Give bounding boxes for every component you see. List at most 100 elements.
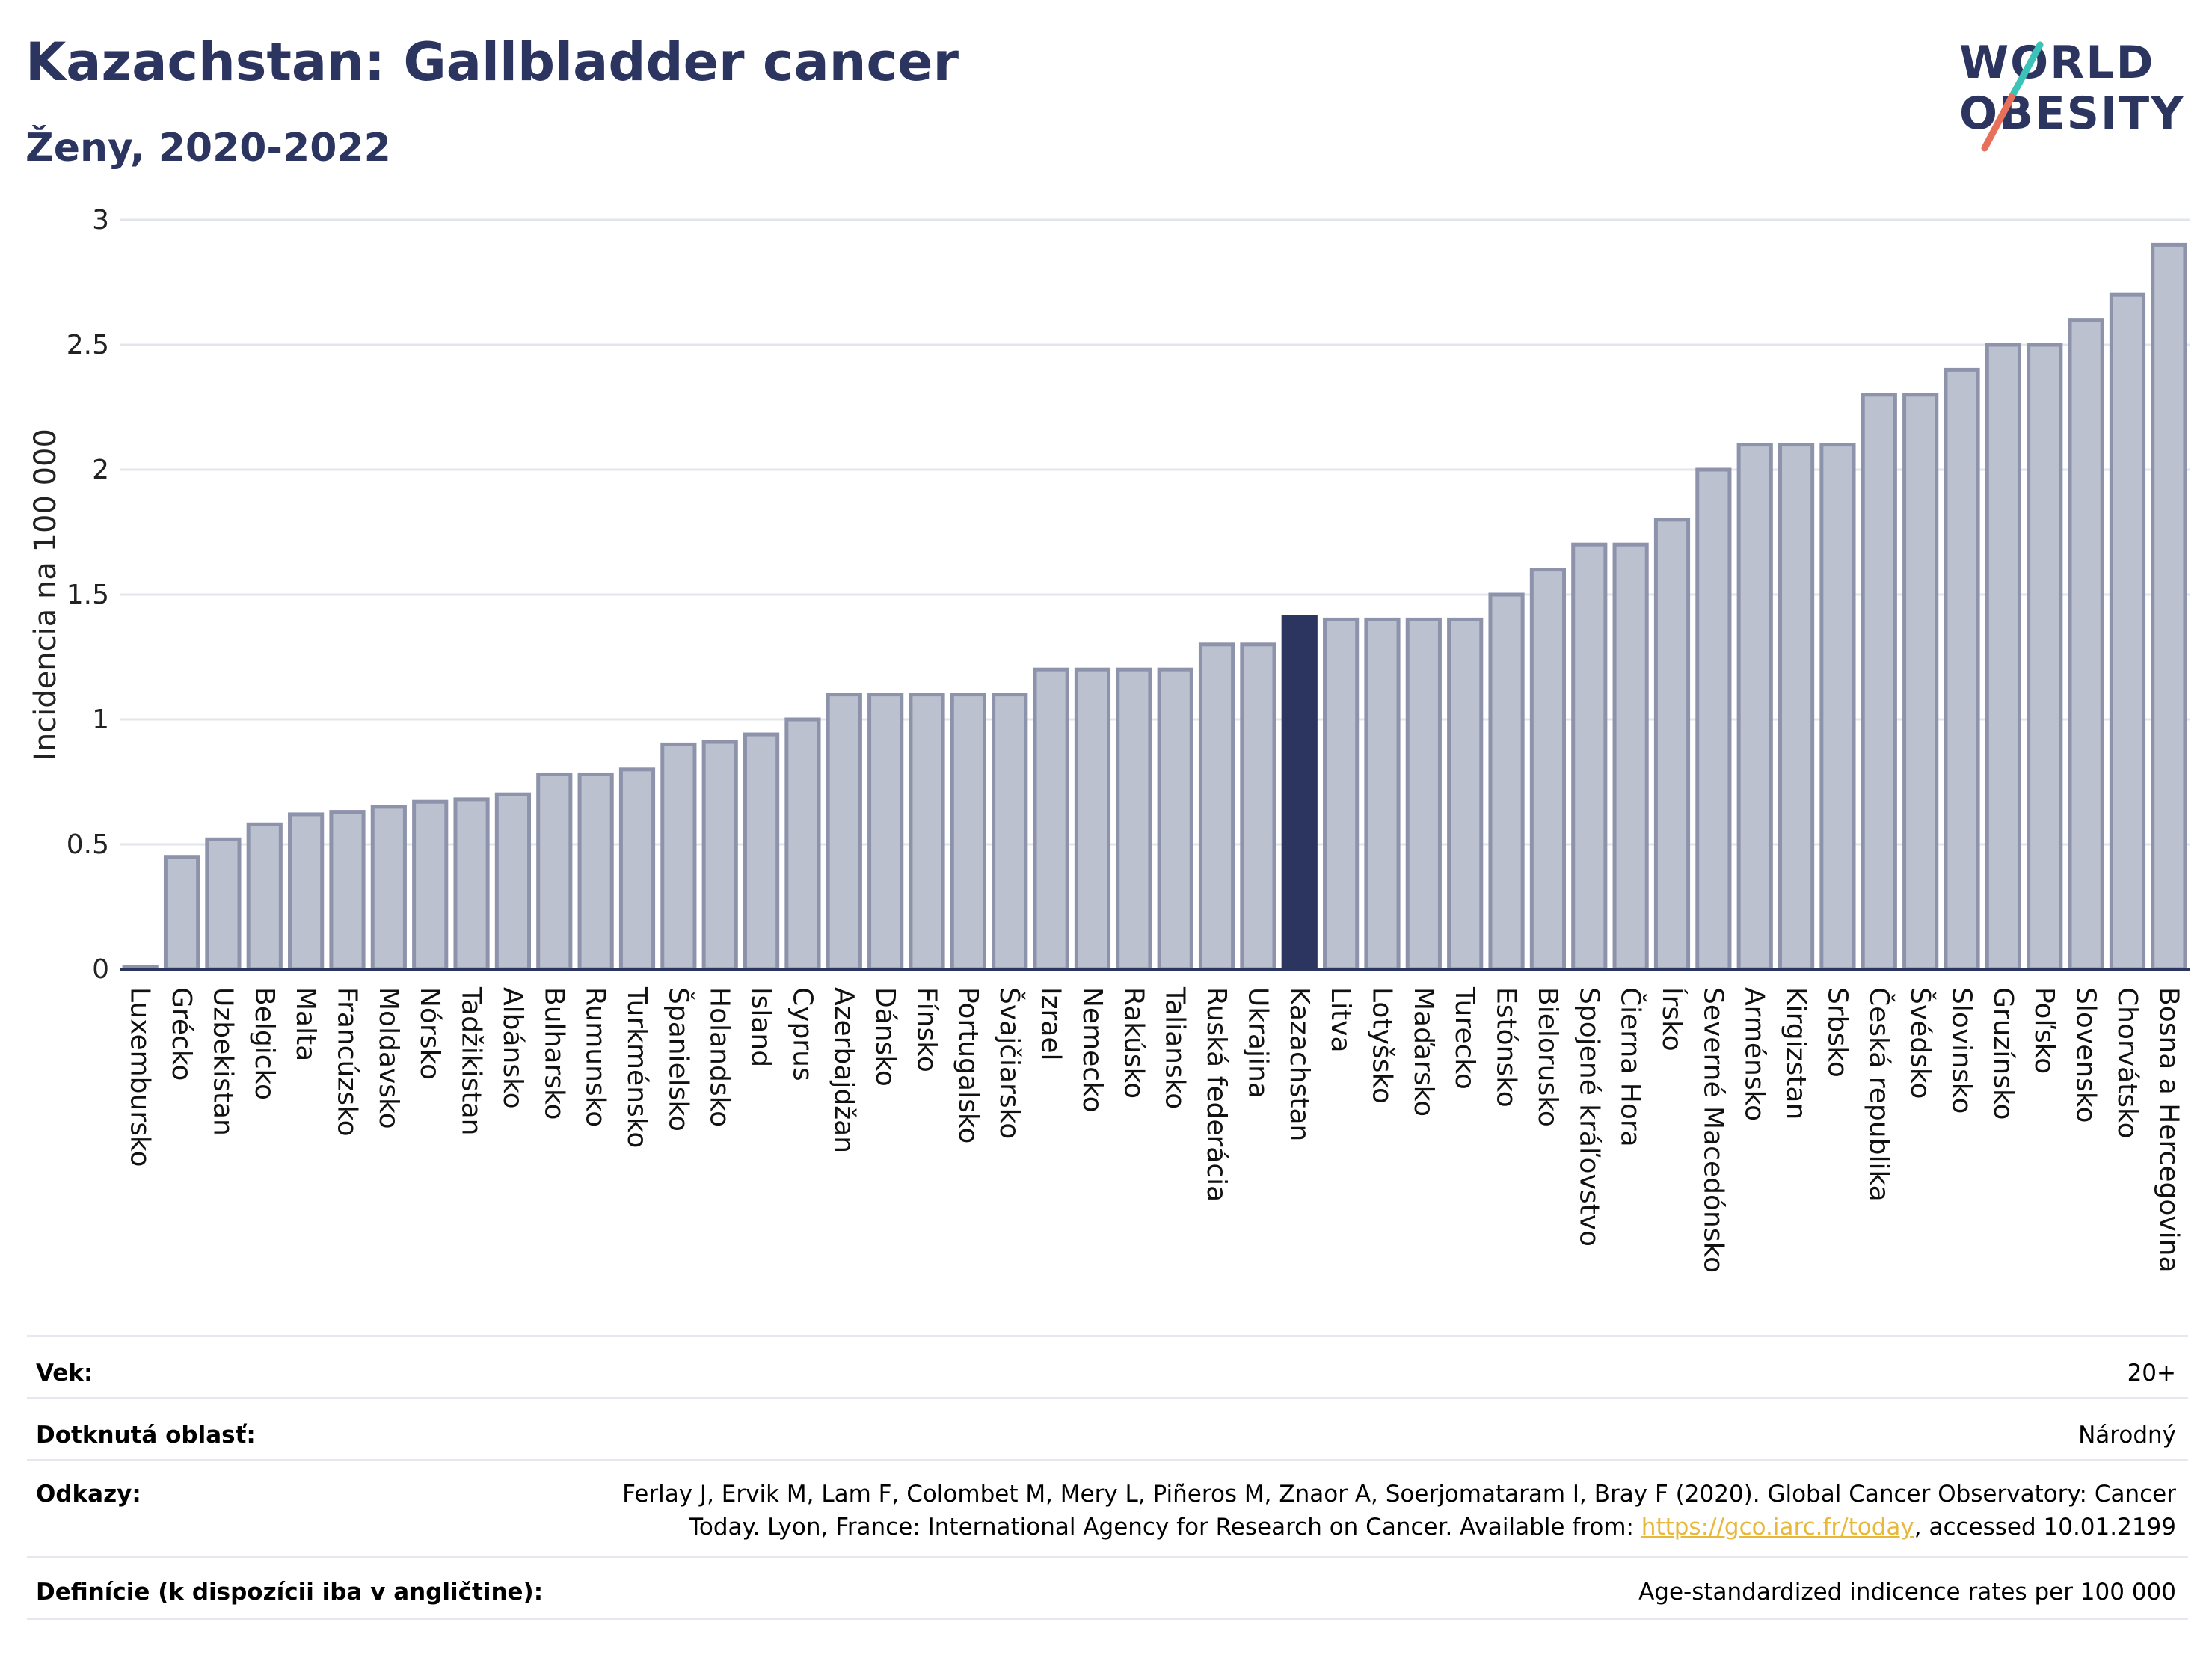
bar: [701, 740, 738, 971]
x-tick-label: Uzbekistan: [207, 987, 238, 1136]
x-tick-label: Švajčiarsko: [994, 987, 1025, 1139]
bar: [205, 837, 242, 971]
bar: [1861, 393, 1897, 971]
x-tick-label: Estónsko: [1491, 987, 1522, 1108]
y-tick-label: 2.5: [67, 330, 109, 360]
x-tick-label: Portugalsko: [953, 987, 983, 1143]
bar: [1157, 667, 1193, 971]
bar: [1323, 617, 1360, 971]
bar: [288, 812, 325, 971]
x-tick-label: Bulharsko: [538, 987, 569, 1120]
x-tick-label: Poľsko: [2029, 987, 2059, 1074]
references-label: Odkazy:: [36, 1481, 141, 1508]
x-tick-label: Severné Macedónsko: [1698, 987, 1728, 1273]
bar: [826, 693, 862, 971]
bar: [246, 822, 283, 971]
bar: [163, 855, 200, 971]
bar: [1571, 542, 1608, 971]
x-tick-label: Malta: [290, 987, 321, 1061]
x-tick-label: Izrael: [1036, 987, 1066, 1061]
y-tick-label: 2: [92, 455, 109, 485]
y-tick-label: 0.5: [67, 829, 109, 860]
x-tick-label: Arménsko: [1739, 987, 1770, 1121]
x-tick-label: Grécko: [166, 987, 197, 1081]
bar: [1778, 443, 1815, 971]
bar: [2068, 318, 2104, 971]
bar: [1819, 443, 1856, 971]
logo-line-1: WORLD: [1959, 37, 2155, 89]
x-tick-label: Holandsko: [704, 987, 735, 1127]
bar: [2109, 292, 2146, 971]
x-tick-label: Fínsko: [912, 987, 942, 1072]
area-label: Dotknutá oblasť:: [36, 1422, 256, 1449]
x-tick-label: Tadžikistan: [456, 986, 487, 1135]
bar: [743, 732, 780, 971]
bar: [1033, 667, 1069, 971]
bar: [1364, 617, 1401, 971]
bar: [950, 693, 986, 971]
x-tick-label: Azerbajdžan: [829, 987, 859, 1153]
x-tick-label: Nemecko: [1077, 987, 1107, 1113]
x-tick-label: Ruská federácia: [1201, 987, 1232, 1202]
x-tick-label: Litva: [1325, 987, 1356, 1053]
x-tick-label: Dánsko: [870, 987, 900, 1087]
x-tick-label: Rumunsko: [580, 987, 611, 1127]
bar: [2027, 343, 2063, 971]
bar: [329, 810, 366, 971]
x-tick-label: Taliansko: [1160, 986, 1191, 1109]
bar: [867, 693, 904, 971]
x-tick-label: Chorvátsko: [2112, 987, 2142, 1139]
bar: [1405, 617, 1442, 971]
bar: [577, 772, 614, 971]
y-tick-label: 1: [92, 704, 109, 735]
x-tick-label: Švédsko: [1905, 987, 1936, 1099]
x-tick-label: Island: [746, 987, 776, 1067]
x-tick-label: Rakúsko: [1118, 987, 1149, 1099]
x-tick-label: Belgicko: [249, 987, 280, 1100]
references-text: Ferlay J, Ervik M, Lam F, Colombet M, Me…: [546, 1478, 2176, 1544]
footer-row-area: Dotknutá oblasť: Národný: [27, 1397, 2188, 1459]
logo-slash-icon: [1981, 41, 2044, 152]
age-value: 20+: [2127, 1360, 2176, 1387]
bar: [1653, 518, 1691, 971]
x-tick-label: Slovinsko: [1947, 987, 1977, 1114]
bar: [1695, 467, 1732, 971]
x-tick-label: Luxembursko: [125, 987, 156, 1167]
x-tick-label: Čierna Hora: [1615, 987, 1647, 1147]
x-tick-label: Kazachstan: [1284, 987, 1315, 1141]
x-tick-label: Maďarsko: [1408, 987, 1439, 1117]
bar: [1736, 443, 1773, 971]
bar: [494, 792, 532, 971]
footer-row-references: Odkazy: Ferlay J, Ervik M, Lam F, Colomb…: [27, 1459, 2188, 1555]
y-axis-label: Incidencia na 100 000: [28, 429, 63, 761]
references-link[interactable]: https://gco.iarc.fr/today: [1641, 1514, 1914, 1541]
definitions-label: Definície (k dispozícii iba v angličtine…: [36, 1579, 544, 1606]
world-obesity-logo: WORLD OBESITY: [1959, 37, 2199, 157]
x-tick-label: Írsko: [1656, 987, 1688, 1051]
bar: [1240, 642, 1276, 971]
bar: [1612, 542, 1649, 971]
bar: [1488, 592, 1525, 971]
x-tick-label: Lotyšsko: [1366, 987, 1397, 1104]
x-tick-label: Česká republika: [1864, 987, 1895, 1202]
bar: [1529, 568, 1567, 971]
bar: [412, 799, 449, 971]
y-tick-label: 1.5: [67, 580, 109, 610]
references-line-2-pre: Today. Lyon, France: International Agenc…: [689, 1514, 1641, 1541]
x-tick-label: Turkménsko: [621, 986, 652, 1148]
bar: [453, 797, 490, 971]
bar: [1985, 343, 2021, 971]
x-tick-label: Srbsko: [1822, 987, 1852, 1078]
x-tick-label: Turecko: [1449, 986, 1480, 1090]
bar: [1902, 393, 1939, 971]
bar: [536, 772, 573, 971]
bar: [1447, 617, 1484, 971]
x-tick-label: Albánsko: [497, 987, 528, 1109]
bar-highlight: [1281, 615, 1318, 971]
bar: [992, 693, 1028, 971]
bar: [1944, 367, 1980, 971]
definitions-value: Age-standardized indicence rates per 100…: [1638, 1579, 2176, 1606]
bar: [1198, 642, 1235, 971]
area-value: Národný: [2078, 1422, 2176, 1449]
bar: [784, 717, 821, 971]
